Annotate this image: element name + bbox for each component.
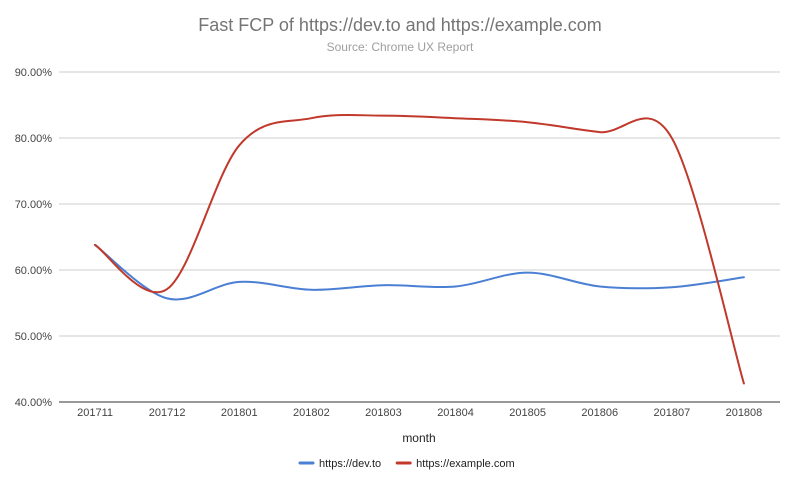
x-tick-label: 201806 xyxy=(581,407,618,419)
data-point xyxy=(381,113,386,118)
chart-title: Fast FCP of https://dev.to and https://e… xyxy=(198,15,602,35)
legend-item-1[interactable]: https://dev.to xyxy=(298,458,381,470)
data-point xyxy=(453,284,458,289)
data-point xyxy=(165,296,170,301)
x-axis-title: month xyxy=(402,431,435,445)
data-point xyxy=(309,287,314,292)
data-point xyxy=(525,120,530,125)
x-tick-label: 201801 xyxy=(221,407,258,419)
y-tick-label: 40.00% xyxy=(15,397,53,409)
data-point xyxy=(597,130,602,135)
y-tick-label: 90.00% xyxy=(15,67,53,79)
data-point xyxy=(525,270,530,275)
y-tick-label: 70.00% xyxy=(15,199,53,211)
x-tick-label: 201803 xyxy=(365,407,402,419)
x-tick-label: 201802 xyxy=(293,407,330,419)
y-tick-label: 80.00% xyxy=(15,133,53,145)
x-tick-label: 201712 xyxy=(149,407,186,419)
legend-label: https://example.com xyxy=(416,458,514,470)
y-tick-label: 60.00% xyxy=(15,265,53,277)
data-point xyxy=(597,284,602,289)
data-point xyxy=(165,287,170,292)
x-tick-label: 201805 xyxy=(509,407,546,419)
legend[interactable]: https://dev.to https://example.com xyxy=(298,458,515,470)
gridlines xyxy=(59,71,780,403)
chart-subtitle: Source: Chrome UX Report xyxy=(327,40,474,54)
data-point xyxy=(237,143,242,148)
y-tick-label: 50.00% xyxy=(15,331,53,343)
data-point xyxy=(453,116,458,121)
x-tick-label: 201711 xyxy=(77,407,113,419)
data-point xyxy=(309,116,314,121)
x-tick-label: 201808 xyxy=(726,407,763,419)
legend-item-2[interactable]: https://example.com xyxy=(395,458,515,470)
legend-label: https://dev.to xyxy=(319,458,381,470)
x-axis-ticks: 201711 201712 201801 201802 201803 201804 2018… xyxy=(77,407,762,419)
series-line-1 xyxy=(94,243,745,301)
data-point xyxy=(669,285,674,290)
data-point xyxy=(237,279,242,284)
x-tick-label: 201807 xyxy=(653,407,690,419)
data-point xyxy=(669,136,674,141)
data-point xyxy=(93,242,98,247)
series-line-2 xyxy=(94,114,745,385)
y-axis-ticks: 40.00% 50.00% 60.00% 70.00% 80.00% 90.00% xyxy=(15,67,53,409)
data-point xyxy=(741,275,746,280)
data-point xyxy=(381,283,386,288)
data-point xyxy=(741,381,746,386)
x-tick-label: 201804 xyxy=(437,407,474,419)
series-lines xyxy=(93,113,746,386)
